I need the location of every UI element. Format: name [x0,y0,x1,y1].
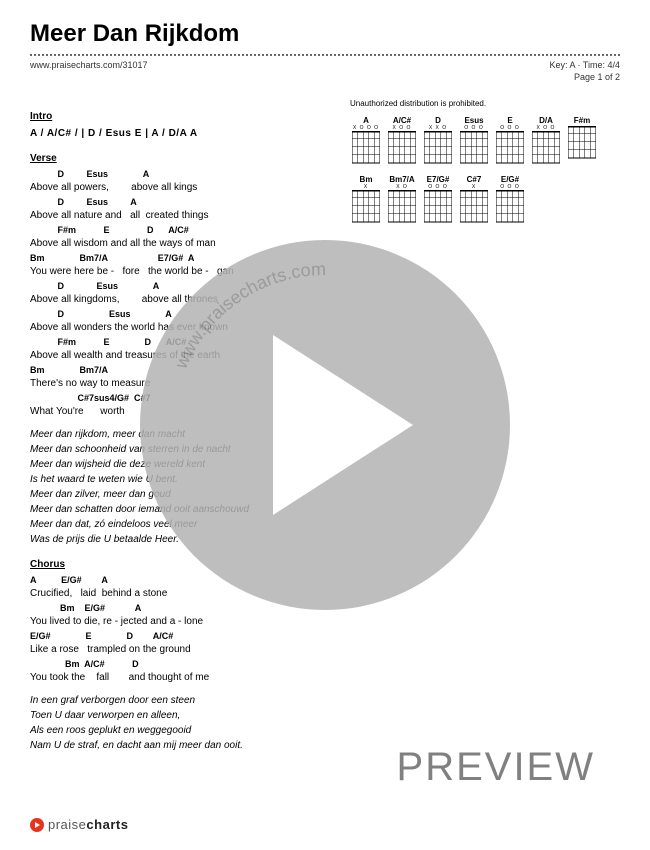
body: Intro A / A/C# / | D / Esus E | A / D/A … [30,99,620,753]
source-url: www.praisecharts.com/31017 [30,60,148,83]
footer-brand: praisecharts [48,817,128,832]
key-line: Key: A · Time: 4/4 [549,60,620,72]
key-info: Key: A · Time: 4/4 Page 1 of 2 [549,60,620,83]
dutch-verse-1: Meer dan rijkdom, meer dan machtMeer dan… [30,427,350,547]
chord-diagrams: AX O O OA/C#X O ODX X OEsusO O OEO O OD/… [350,116,620,222]
brand-bold: charts [86,817,128,832]
divider [30,54,620,56]
song-title: Meer Dan Rijkdom [30,20,620,48]
footer-logo: praisecharts [30,817,128,832]
right-column: Unauthorized distribution is prohibited.… [350,99,620,753]
chord-sheet-page: Meer Dan Rijkdom www.praisecharts.com/31… [0,0,650,850]
verse-lines: D Esus AAbove all powers, above all king… [30,168,350,419]
intro-chords: A / A/C# / | D / Esus E | A / D/A A [30,126,350,141]
copyright-warning: Unauthorized distribution is prohibited. [350,99,620,108]
meta-row: www.praisecharts.com/31017 Key: A · Time… [30,60,620,83]
intro-label: Intro [30,109,350,124]
play-logo-icon [30,818,44,832]
chorus-lines: A E/G# ACrucified, laid behind a stone B… [30,574,350,685]
chorus-label: Chorus [30,557,350,572]
dutch-verse-2: In een graf verborgen door een steenToen… [30,693,350,753]
preview-label: PREVIEW [397,745,595,790]
brand-light: praise [48,817,86,832]
page-number: Page 1 of 2 [549,72,620,84]
lyrics-column: Intro A / A/C# / | D / Esus E | A / D/A … [30,99,350,753]
verse-label: Verse [30,151,350,166]
